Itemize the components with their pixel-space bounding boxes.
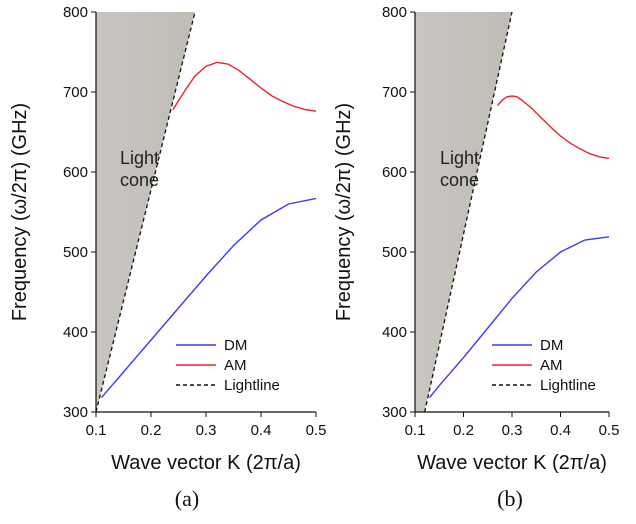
series-line-am (496, 95, 610, 160)
x-tick-label: 0.3 (196, 422, 217, 439)
x-tick-label: 0.4 (251, 422, 272, 439)
light-cone-region (415, 12, 512, 412)
light-cone-label: cone (440, 170, 479, 190)
series-line-lightline (95, 11, 196, 413)
series-line-dm (429, 236, 610, 399)
x-tick-label: 0.3 (502, 422, 523, 439)
legend-label-am: AM (224, 357, 247, 374)
legend-label-am: AM (540, 357, 563, 374)
x-tick-label: 0.1 (405, 422, 426, 439)
legend-label-dm: DM (224, 337, 247, 354)
x-tick-label: 0.5 (306, 422, 327, 439)
y-axis-title: Frequency (ω/2π) (GHz) (9, 103, 31, 321)
series-line-am (172, 61, 317, 112)
y-tick-label: 400 (63, 324, 88, 341)
y-tick-label: 600 (382, 164, 407, 181)
panel-label: (a) (175, 486, 199, 511)
y-tick-label: 300 (63, 404, 88, 421)
light-cone-label: Light (120, 148, 159, 168)
y-tick-label: 500 (63, 244, 88, 261)
x-tick-label: 0.4 (550, 422, 571, 439)
legend-label-lightline: Lightline (540, 377, 596, 394)
legend-label-lightline: Lightline (224, 377, 280, 394)
y-tick-label: 500 (382, 244, 407, 261)
y-tick-label: 800 (63, 4, 88, 21)
y-tick-label: 700 (382, 84, 407, 101)
series-line-lightline (424, 11, 513, 413)
y-tick-label: 800 (382, 4, 407, 21)
y-tick-label: 600 (63, 164, 88, 181)
series-line-dm (100, 197, 317, 399)
x-tick-label: 0.5 (599, 422, 620, 439)
y-tick-label: 300 (382, 404, 407, 421)
light-cone-label: cone (120, 170, 159, 190)
x-tick-label: 0.2 (453, 422, 474, 439)
y-tick-label: 400 (382, 324, 407, 341)
y-tick-label: 700 (63, 84, 88, 101)
x-axis-title: Wave vector K (2π/a) (417, 452, 607, 474)
legend-label-dm: DM (540, 337, 563, 354)
x-axis-title: Wave vector K (2π/a) (111, 452, 301, 474)
x-tick-label: 0.2 (141, 422, 162, 439)
light-cone-label: Light (440, 148, 479, 168)
panel-label: (b) (497, 486, 523, 511)
y-axis-title: Frequency (ω/2π) (GHz) (333, 103, 355, 321)
x-tick-label: 0.1 (86, 422, 107, 439)
